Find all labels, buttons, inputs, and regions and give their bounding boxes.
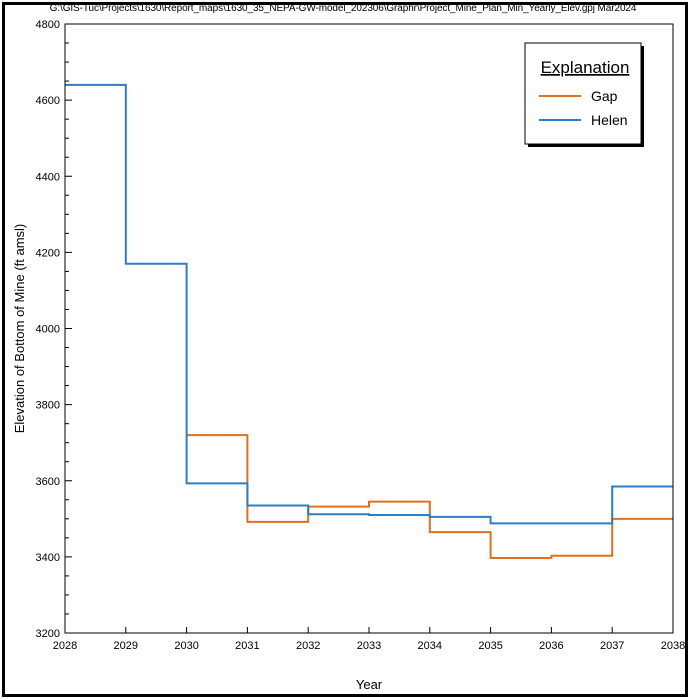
y-tick-label: 3800: [36, 400, 60, 412]
series-line-gap: [186, 434, 673, 560]
legend-label-gap: Gap: [591, 88, 618, 104]
y-tick-label: 4800: [36, 19, 60, 31]
y-axis-title: Elevation of Bottom of Mine (ft amsl): [12, 224, 27, 434]
y-tick-label: 4000: [36, 324, 60, 336]
x-axis-title: Year: [356, 677, 383, 692]
file-path-header: G:\GIS-Tuc\Projects\1630\Report_maps\163…: [49, 3, 637, 14]
legend: Explanation Gap Helen: [524, 42, 644, 147]
tick-labels: 2028 2029 2030 2031 2032 2033 2034 2035 2036 2037…: [36, 19, 686, 652]
x-tick-label: 2035: [478, 640, 502, 652]
y-tick-label: 4600: [36, 95, 60, 107]
x-tick-label: 2033: [357, 640, 381, 652]
legend-shadow: [641, 46, 644, 147]
y-tick-label: 3200: [36, 628, 60, 640]
y-tick-label: 4200: [36, 247, 60, 259]
legend-shadow: [528, 144, 644, 147]
legend-title: Explanation: [541, 58, 630, 77]
legend-label-helen: Helen: [591, 112, 628, 128]
series-layer: [64, 83, 674, 560]
x-tick-label: 2028: [53, 640, 77, 652]
x-tick-label: 2037: [600, 640, 624, 652]
x-tick-label: 2038: [661, 640, 685, 652]
y-tick-label: 3600: [36, 476, 60, 488]
y-tick-label: 3400: [36, 552, 60, 564]
x-tick-label: 2036: [539, 640, 563, 652]
x-tick-label: 2032: [296, 640, 320, 652]
series-line-helen: [65, 83, 673, 525]
x-tick-label: 2029: [114, 640, 138, 652]
plot-area: [64, 23, 674, 634]
x-tick-label: 2031: [235, 640, 259, 652]
y-tick-label: 4400: [36, 171, 60, 183]
legend-box: [524, 42, 642, 145]
x-tick-label: 2030: [174, 640, 198, 652]
x-tick-label: 2034: [418, 640, 442, 652]
